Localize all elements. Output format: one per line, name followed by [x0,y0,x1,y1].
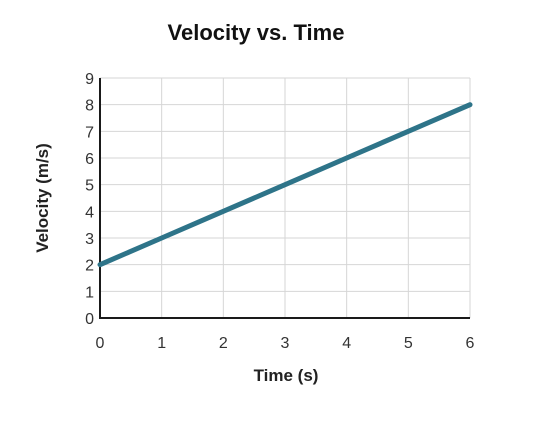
x-tick-label: 0 [96,335,105,352]
x-tick-label: 2 [219,335,228,352]
x-tick-label: 6 [466,335,475,352]
tick-labels: 0 1 2 3 4 5 6 0 1 2 3 4 5 6 7 8 9 [85,71,474,352]
y-tick-label: 7 [85,124,94,141]
grid [100,77,471,318]
y-tick-label: 4 [85,204,94,221]
series-area [97,102,473,268]
x-tick-label: 3 [281,335,290,352]
x-axis-label: Time (s) [254,366,319,385]
y-tick-label: 6 [85,151,94,168]
x-tick-label: 4 [342,335,351,352]
y-tick-label: 8 [85,98,94,115]
x-tick-label: 5 [404,335,413,352]
y-axis-label: Velocity (m/s) [33,143,52,253]
y-tick-label: 9 [85,71,94,88]
y-tick-label: 0 [85,311,94,328]
axes [99,78,470,319]
x-tick-label: 1 [157,335,166,352]
y-tick-label: 3 [85,231,94,248]
chart-title: Velocity vs. Time [168,20,345,45]
y-tick-label: 1 [85,284,94,301]
y-tick-label: 2 [85,258,94,275]
y-tick-label: 5 [85,178,94,195]
